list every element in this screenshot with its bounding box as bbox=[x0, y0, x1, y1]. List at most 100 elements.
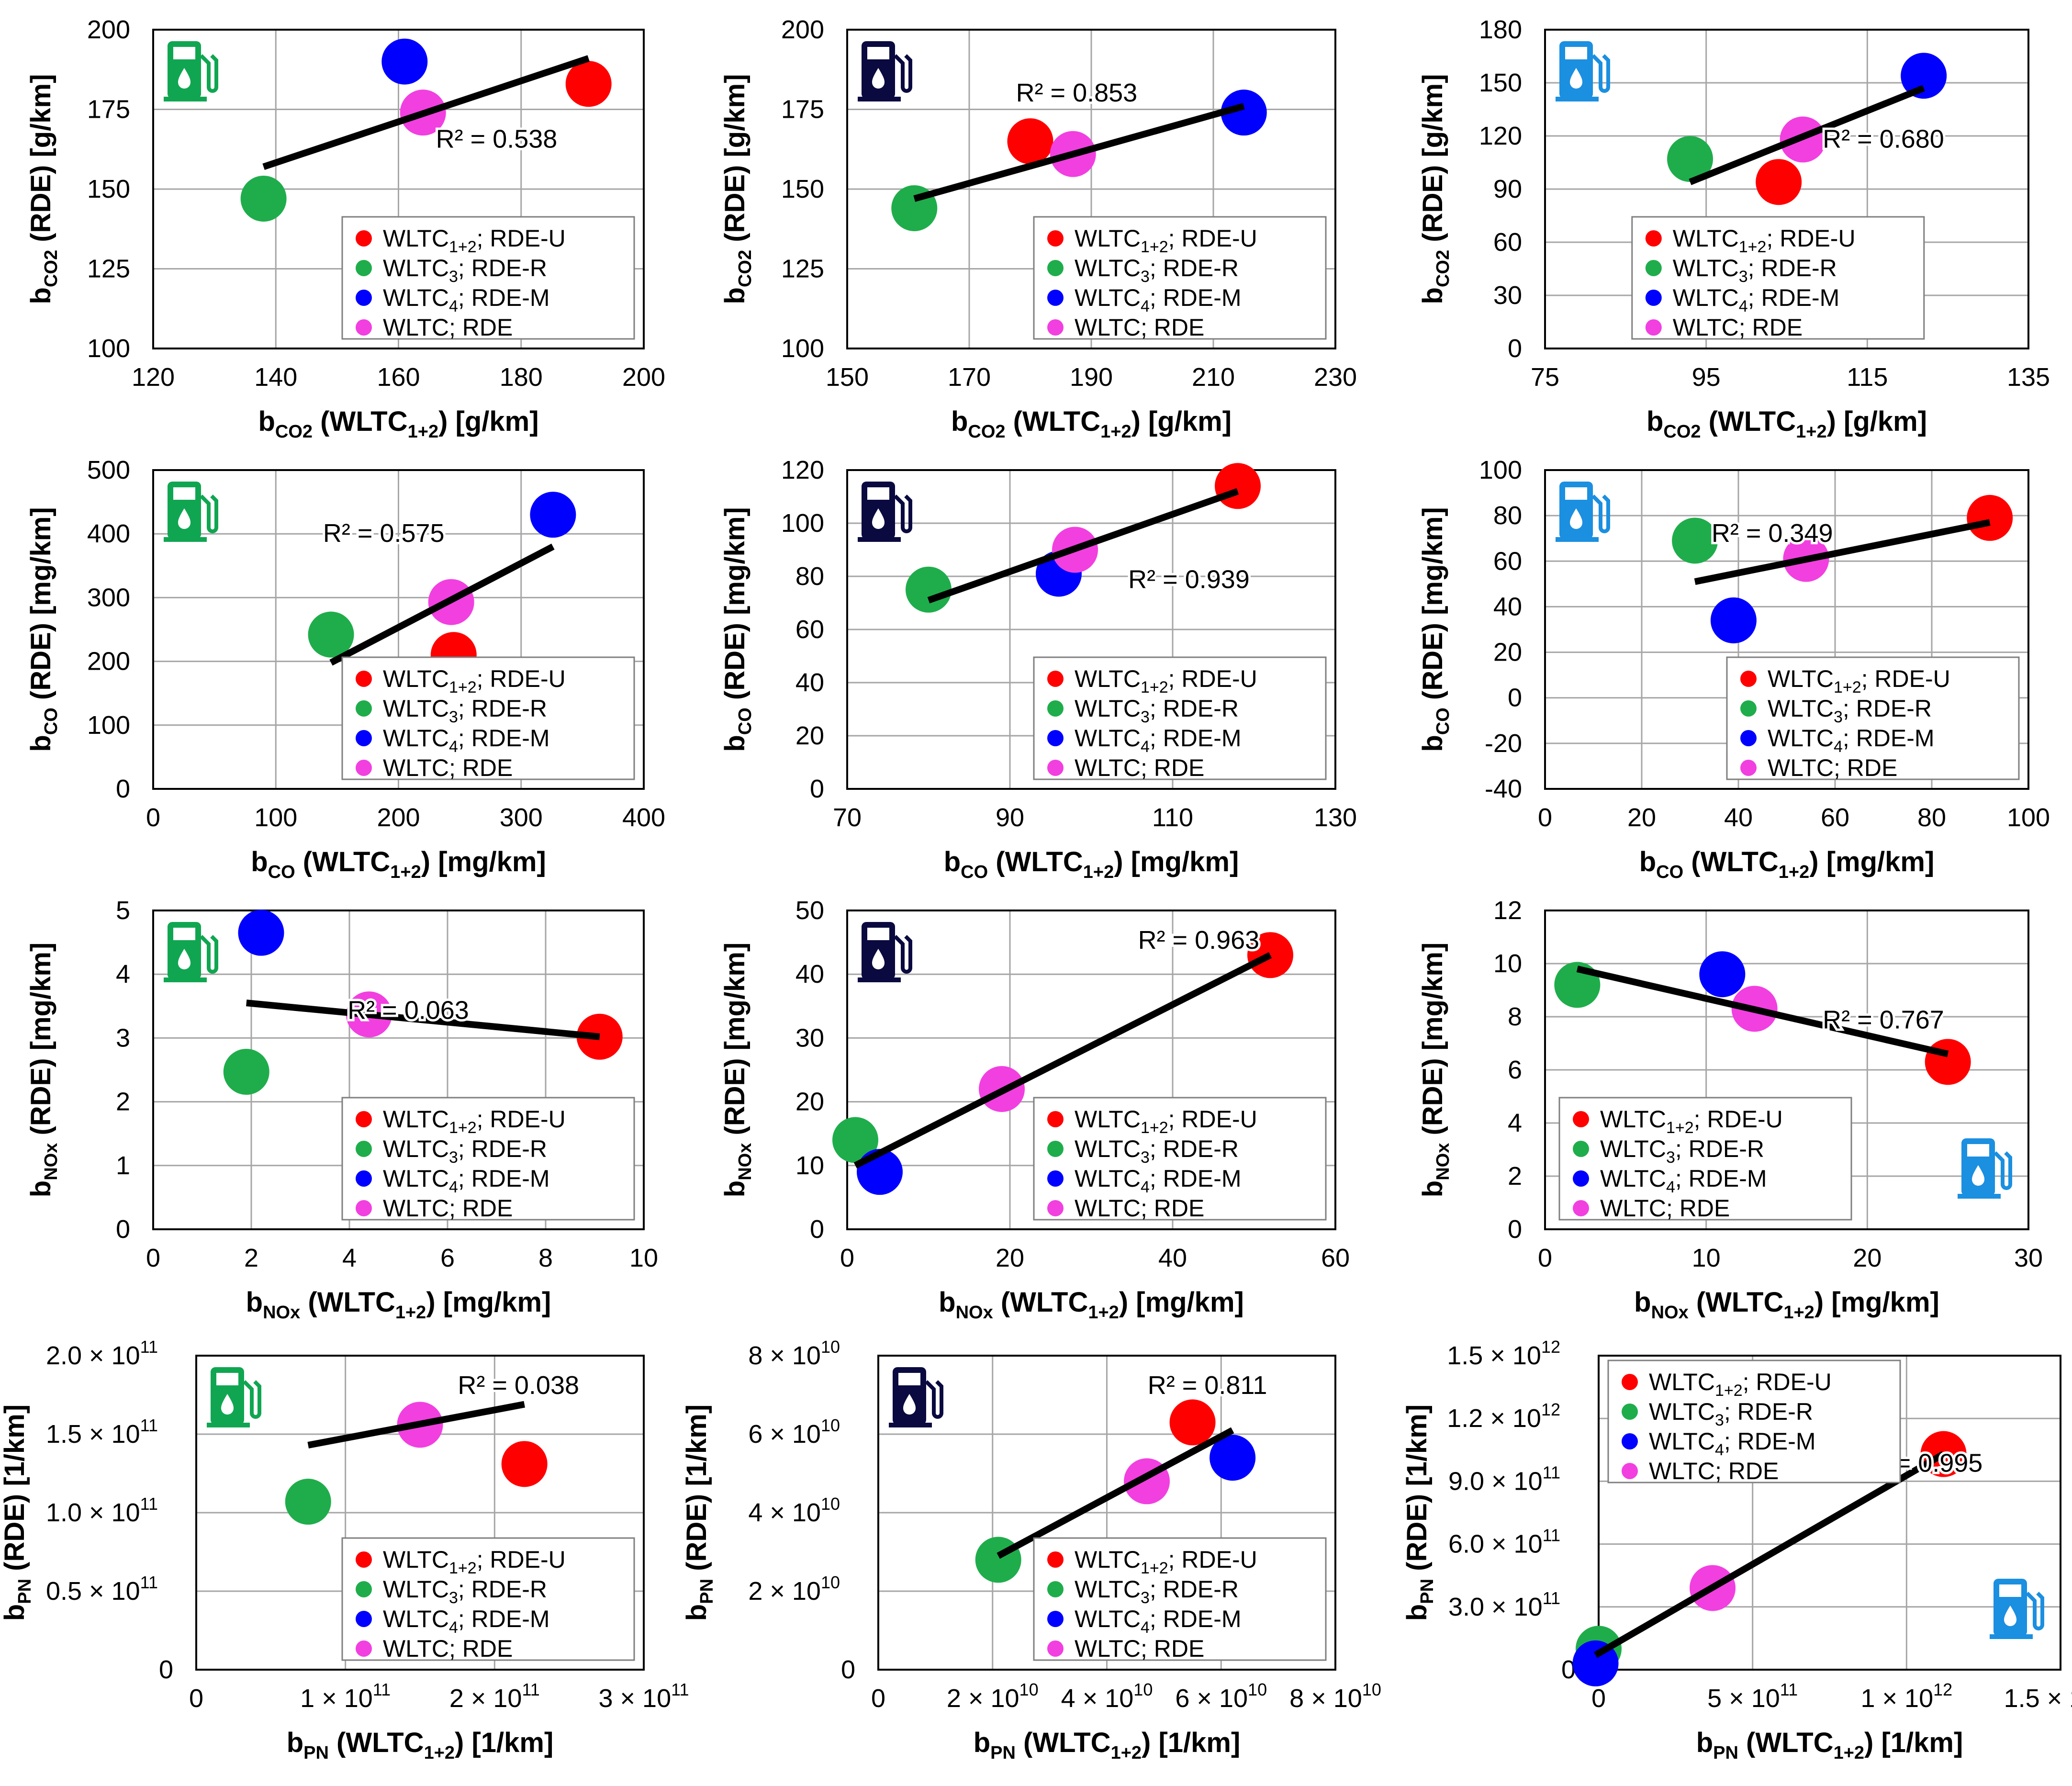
y-tick-label: 80 bbox=[795, 562, 824, 591]
plot-frame bbox=[1544, 29, 2029, 349]
chart-panel-p41: 0 1 × 1011 2 × 1011 3 × 1011 0 0.5 × 1011 1.0 … bbox=[0, 1337, 689, 1763]
petrol-pump-icon bbox=[164, 922, 218, 982]
legend-marker bbox=[356, 230, 372, 247]
y-tick-label: 6.0 × 1011 bbox=[1448, 1526, 1560, 1559]
legend-marker bbox=[1047, 1111, 1064, 1127]
x-tick-label: 150 bbox=[826, 363, 869, 392]
plot-frame bbox=[846, 469, 1336, 790]
y-axis-label: bCO (RDE) [mg/km] bbox=[25, 507, 61, 752]
y-axis-label: bNOx (RDE) [mg/km] bbox=[1417, 943, 1453, 1197]
y-tick-label: 150 bbox=[87, 175, 130, 203]
data-point bbox=[1169, 1399, 1216, 1446]
r-squared-label: R² = 0.939 bbox=[1128, 565, 1250, 594]
y-tick-label: 2 bbox=[116, 1088, 130, 1116]
y-tick-label: 120 bbox=[1479, 122, 1522, 150]
legend-marker bbox=[356, 1611, 372, 1627]
legend-entry: WLTC3; RDE-R bbox=[1075, 255, 1239, 286]
x-tick-label: 200 bbox=[622, 363, 665, 392]
plot-frame bbox=[1598, 1355, 2061, 1671]
y-tick-label: 0 bbox=[116, 1215, 130, 1244]
trend-line bbox=[307, 1401, 525, 1449]
data-point bbox=[530, 492, 576, 538]
petrol-pump-icon bbox=[164, 41, 218, 101]
data-point bbox=[223, 1048, 269, 1095]
y-axis-label: bCO (RDE) [mg/km] bbox=[719, 507, 755, 752]
x-tick-label: 1 × 1011 bbox=[300, 1680, 391, 1713]
x-tick-label: 60 bbox=[1821, 803, 1849, 832]
y-tick-label: 3 bbox=[116, 1023, 130, 1052]
legend-marker bbox=[1047, 1581, 1064, 1597]
y-axis-label: bNOx (RDE) [mg/km] bbox=[25, 943, 61, 1197]
y-tick-label: 0 bbox=[1508, 684, 1522, 712]
y-tick-label: 2.0 × 1011 bbox=[46, 1337, 158, 1370]
y-tick-label: 175 bbox=[87, 95, 130, 124]
x-tick-label: 300 bbox=[500, 803, 543, 832]
chart-panel-p12: 150 170 190 210 230 100 125 150 175 200 R² = 0.853… bbox=[719, 15, 1357, 442]
legend-marker bbox=[1622, 1433, 1638, 1449]
x-tick-label: 5 × 1011 bbox=[1707, 1680, 1798, 1713]
legend-marker bbox=[1047, 1200, 1064, 1216]
x-tick-label: 4 bbox=[342, 1244, 357, 1272]
x-tick-label: 3 × 1011 bbox=[598, 1680, 689, 1713]
x-tick-label: 20 bbox=[1627, 803, 1656, 832]
x-tick-label: 90 bbox=[996, 803, 1024, 832]
trend-line bbox=[1694, 519, 1991, 585]
trend-line bbox=[262, 55, 590, 170]
y-tick-label: 20 bbox=[795, 1088, 824, 1116]
x-tick-label: 10 bbox=[1692, 1244, 1721, 1272]
data-point bbox=[240, 175, 287, 222]
legend-marker bbox=[1622, 1463, 1638, 1479]
y-tick-label: 50 bbox=[795, 896, 824, 925]
x-tick-label: 200 bbox=[377, 803, 420, 832]
x-tick-label: 0 bbox=[1538, 803, 1552, 832]
legend-entry: WLTC1+2; RDE-U bbox=[1075, 225, 1257, 256]
y-tick-label: 0 bbox=[1508, 334, 1522, 363]
legend-marker bbox=[1047, 290, 1064, 306]
y-tick-label: 100 bbox=[87, 334, 130, 363]
x-tick-label: 6 × 1010 bbox=[1175, 1680, 1267, 1713]
y-tick-label: 400 bbox=[87, 519, 130, 548]
y-tick-label: 100 bbox=[781, 334, 824, 363]
lpg-pump-icon bbox=[1958, 1138, 2012, 1199]
x-tick-label: 75 bbox=[1531, 363, 1559, 392]
legend-entry: WLTC4; RDE-M bbox=[1075, 1606, 1242, 1637]
y-axis-label: bPN (RDE) [1/km] bbox=[1401, 1404, 1437, 1621]
y-tick-label: 120 bbox=[781, 456, 824, 484]
data-point bbox=[906, 566, 952, 613]
legend-marker bbox=[1645, 319, 1662, 336]
data-point bbox=[238, 910, 284, 956]
x-tick-label: 40 bbox=[1158, 1244, 1187, 1272]
y-tick-label: 0 bbox=[1508, 1215, 1522, 1244]
legend-entry: WLTC1+2; RDE-U bbox=[383, 225, 566, 256]
r-squared-label: R² = 0.063 bbox=[347, 996, 469, 1024]
x-tick-label: 1 × 1012 bbox=[1860, 1680, 1952, 1713]
chart-panel-p42: 0 2 × 1010 4 × 1010 6 × 1010 8 × 1010 0 2 × 10… bbox=[681, 1337, 1381, 1763]
plot-frame bbox=[1544, 469, 2029, 790]
legend-marker bbox=[1047, 230, 1064, 247]
y-tick-label: 8 bbox=[1508, 1002, 1522, 1031]
y-tick-label: 30 bbox=[1493, 281, 1522, 310]
y-axis-label: bPN (RDE) [1/km] bbox=[681, 1404, 717, 1621]
data-point bbox=[1901, 53, 1947, 99]
x-axis-label: bNOx (WLTC1+2) [mg/km] bbox=[246, 1287, 551, 1323]
legend-marker bbox=[1645, 290, 1662, 306]
legend-entry: WLTC4; RDE-M bbox=[1673, 284, 1840, 315]
y-tick-label: 90 bbox=[1493, 175, 1522, 203]
legend-marker bbox=[356, 1551, 372, 1568]
data-point bbox=[832, 1117, 878, 1163]
legend-marker bbox=[1740, 730, 1757, 746]
legend-entry: WLTC; RDE bbox=[1075, 1635, 1204, 1662]
y-tick-label: 6 × 1010 bbox=[748, 1415, 840, 1449]
y-tick-label: 80 bbox=[1493, 501, 1522, 530]
legend-marker bbox=[1047, 319, 1064, 336]
legend-entry: WLTC3; RDE-R bbox=[383, 1576, 547, 1607]
diesel-pump-icon bbox=[858, 482, 912, 542]
legend-entry: WLTC3; RDE-R bbox=[1075, 1576, 1239, 1607]
legend-marker bbox=[1047, 260, 1064, 276]
r-squared-label: R² = 0.811 bbox=[1148, 1371, 1267, 1400]
legend-marker bbox=[356, 700, 372, 717]
